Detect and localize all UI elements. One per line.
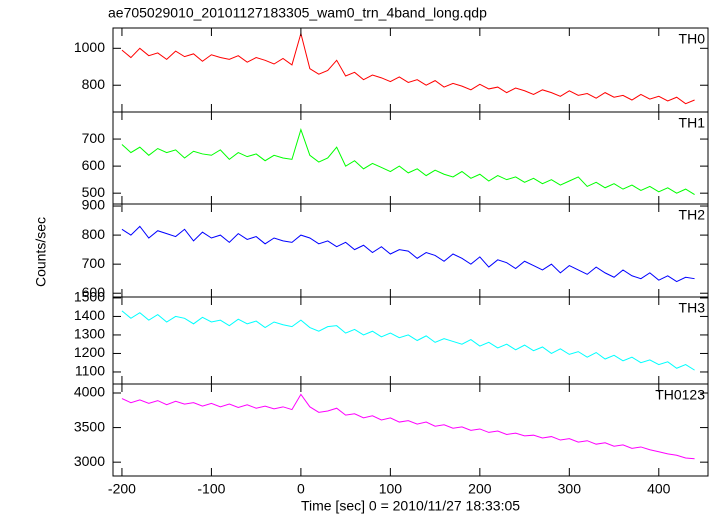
y-tick-label: 800 (82, 226, 106, 242)
x-tick-label: 0 (297, 481, 305, 497)
x-tick-label: 400 (647, 481, 671, 497)
series-line (121, 31, 695, 105)
series-line (121, 127, 695, 195)
y-tick-label: 1100 (75, 363, 105, 379)
y-tick-label: 1200 (74, 344, 105, 360)
series-line (121, 310, 695, 371)
y-tick-label: 4000 (74, 384, 105, 400)
y-tick-label: 1400 (74, 307, 105, 323)
y-tick-label: 3000 (74, 453, 105, 469)
legend-label: TH2 (679, 207, 706, 223)
x-tick-label: -200 (108, 481, 136, 497)
panel-frame (112, 203, 709, 298)
y-tick-label: 600 (82, 157, 106, 173)
y-tick-label: 1300 (74, 326, 105, 342)
legend-label: TH0 (679, 31, 706, 47)
panel-frame (112, 111, 709, 205)
y-tick-label: 3500 (74, 418, 105, 434)
legend-label: TH1 (679, 115, 706, 131)
x-tick-label: 200 (468, 481, 492, 497)
x-tick-label: 300 (558, 481, 582, 497)
x-tick-label: 100 (379, 481, 403, 497)
y-tick-label: 1000 (74, 39, 105, 55)
y-tick-label: 700 (82, 130, 106, 146)
y-tick-label: 700 (82, 255, 106, 271)
legend-label: TH3 (679, 300, 706, 316)
y-tick-label: 800 (82, 76, 106, 92)
series-line (121, 225, 695, 283)
chart-title: ae705029010_20101127183305_wam0_trn_4ban… (108, 5, 487, 21)
panel-frame (112, 27, 709, 113)
x-axis-label: Time [sec] 0 = 2010/11/27 18:33:05 (301, 498, 520, 514)
y-tick-label: 500 (82, 184, 106, 200)
y-tick-label: 600 (82, 284, 106, 300)
x-tick-label: -100 (197, 481, 225, 497)
y-tick-label: 900 (82, 197, 106, 213)
panel-frame (112, 296, 709, 385)
series-line (121, 393, 695, 460)
panel-frame (112, 383, 709, 477)
y-axis-label: Counts/sec (33, 217, 49, 287)
y-tick-label: 1500 (74, 289, 105, 305)
legend-label: TH0123 (655, 387, 705, 403)
